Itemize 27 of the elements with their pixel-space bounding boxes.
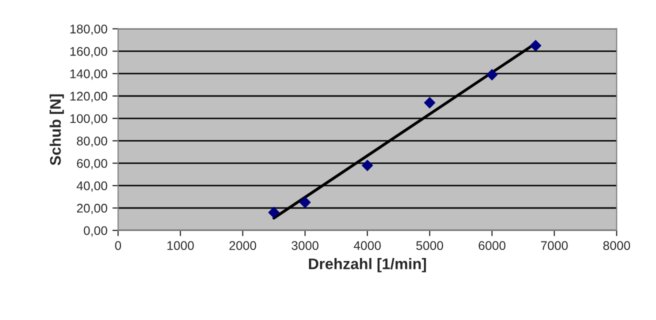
point bbox=[362, 160, 374, 172]
point bbox=[424, 97, 436, 108]
x-axis-title: Drehzahl [1/min] bbox=[308, 258, 426, 272]
x-tick-label: 1000 bbox=[167, 241, 194, 250]
x-tick-label: 6000 bbox=[478, 241, 506, 250]
x-tick-label: 4000 bbox=[354, 241, 381, 250]
y-tick-label: 20,00 bbox=[77, 204, 108, 214]
point bbox=[530, 40, 542, 52]
x-tick-label: 2000 bbox=[229, 241, 256, 250]
y-tick-label: 100,00 bbox=[70, 114, 108, 125]
y-tick-label: 140,00 bbox=[70, 69, 108, 80]
y-tick-label: 60,00 bbox=[77, 159, 108, 170]
y-tick-label: 0,00 bbox=[84, 226, 108, 237]
point bbox=[486, 69, 498, 80]
y-tick-label: 40,00 bbox=[76, 181, 108, 192]
point bbox=[299, 196, 311, 208]
x-tick-label: 7000 bbox=[541, 241, 568, 250]
y-axis-title: Schub [N] bbox=[50, 94, 64, 166]
y-tick-label: 80,00 bbox=[76, 136, 108, 147]
x-tick-label: 8000 bbox=[603, 241, 630, 250]
x-tick-label: 3000 bbox=[292, 241, 318, 250]
y-tick-label: 180,00 bbox=[70, 24, 108, 35]
x-tick-label: 0 bbox=[115, 241, 122, 250]
x-tick-label: 5000 bbox=[416, 241, 444, 250]
y-tick-label: 120,00 bbox=[70, 92, 108, 102]
y-tick-label: 160,00 bbox=[70, 47, 108, 58]
point bbox=[268, 206, 280, 218]
